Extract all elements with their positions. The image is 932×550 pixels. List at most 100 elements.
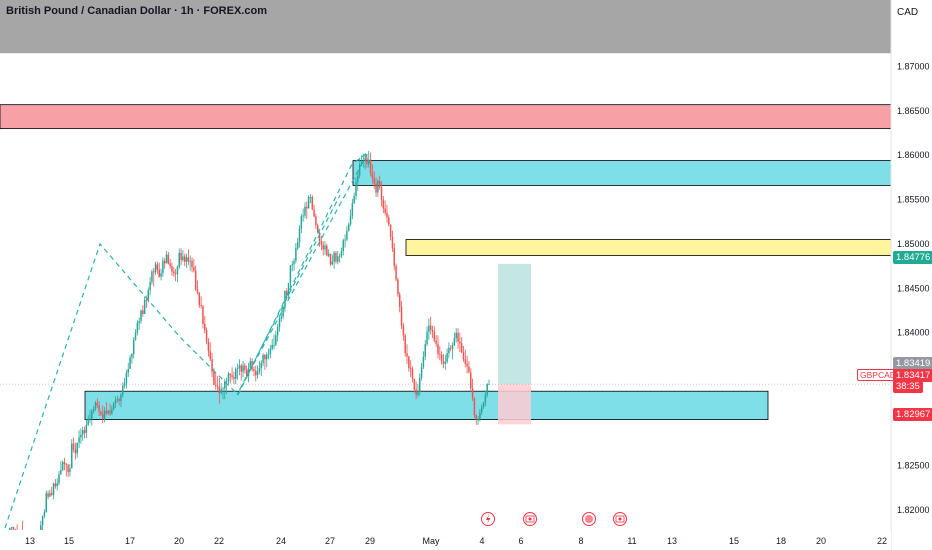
candle-body bbox=[420, 367, 423, 378]
lightning-icon[interactable] bbox=[481, 512, 495, 526]
candle bbox=[327, 249, 330, 258]
yellow-zone bbox=[405, 239, 892, 256]
candle-body bbox=[464, 359, 467, 364]
candle bbox=[89, 409, 91, 424]
supply-zone bbox=[0, 104, 892, 130]
candle-body bbox=[81, 430, 84, 435]
candle-body bbox=[238, 365, 241, 369]
candle-body bbox=[136, 322, 139, 333]
candle-body bbox=[132, 339, 135, 354]
candle-body bbox=[253, 369, 255, 371]
candle bbox=[187, 249, 190, 266]
candle-body bbox=[275, 335, 277, 346]
candle bbox=[320, 235, 323, 251]
candle-body bbox=[264, 354, 266, 360]
flag-leaf bbox=[528, 517, 532, 521]
candle-body bbox=[342, 240, 344, 252]
canada-flag-icon[interactable] bbox=[523, 512, 537, 526]
candle bbox=[298, 225, 301, 248]
candle bbox=[466, 355, 468, 374]
candle bbox=[214, 372, 217, 390]
candle-body bbox=[284, 290, 286, 308]
candle bbox=[40, 520, 42, 531]
candle-body bbox=[85, 424, 88, 433]
candle-body bbox=[180, 252, 182, 260]
candle bbox=[234, 367, 237, 385]
candle bbox=[409, 360, 412, 378]
candle-body bbox=[74, 449, 77, 454]
event-icons[interactable] bbox=[481, 512, 627, 526]
candle bbox=[304, 202, 306, 219]
candle bbox=[211, 353, 213, 378]
candle bbox=[58, 471, 60, 486]
candle bbox=[287, 282, 290, 300]
time-tick-label: 11 bbox=[627, 536, 636, 546]
candle-body bbox=[271, 345, 273, 349]
candle-body bbox=[449, 347, 452, 349]
candle-body bbox=[216, 385, 219, 387]
candle-body bbox=[176, 267, 179, 275]
candle-body bbox=[388, 217, 390, 225]
candle bbox=[375, 177, 377, 197]
candle-body bbox=[415, 389, 417, 395]
candle-body bbox=[335, 252, 337, 262]
candle bbox=[238, 359, 241, 376]
candle bbox=[50, 487, 53, 496]
candle bbox=[225, 377, 228, 394]
candle bbox=[162, 257, 164, 277]
candle bbox=[94, 400, 97, 411]
candle bbox=[49, 489, 51, 497]
candle bbox=[136, 320, 139, 336]
candle-body bbox=[52, 483, 55, 495]
candle bbox=[171, 262, 173, 276]
candle-body bbox=[262, 354, 264, 363]
candle-body bbox=[171, 266, 173, 272]
candle-body bbox=[71, 443, 73, 469]
candle bbox=[426, 326, 428, 346]
candle-body bbox=[368, 159, 370, 165]
time-tick-label: 29 bbox=[365, 536, 375, 546]
zones bbox=[0, 0, 892, 425]
currency-label: CAD bbox=[897, 7, 919, 18]
candle bbox=[127, 362, 129, 378]
candle-body bbox=[193, 267, 195, 271]
canada-flag-icon[interactable] bbox=[613, 512, 627, 526]
candle bbox=[311, 195, 314, 211]
chart-title: British Pound / Canadian Dollar · 1h · F… bbox=[6, 5, 267, 17]
candle bbox=[91, 408, 93, 426]
candle bbox=[309, 194, 312, 204]
candle-body bbox=[459, 341, 461, 344]
candle bbox=[205, 327, 208, 345]
candle bbox=[406, 344, 408, 364]
candle bbox=[329, 253, 332, 267]
candle-body bbox=[338, 256, 341, 258]
time-tick-label: 17 bbox=[125, 536, 135, 546]
candle bbox=[262, 353, 264, 367]
candle bbox=[382, 196, 385, 213]
candle bbox=[256, 365, 259, 379]
candle-body bbox=[151, 271, 153, 283]
candle-body bbox=[362, 161, 365, 163]
candle-body bbox=[167, 254, 170, 264]
candle bbox=[260, 360, 263, 377]
candle bbox=[340, 247, 343, 259]
candle-body bbox=[94, 402, 97, 409]
candle bbox=[193, 259, 195, 273]
stop-price-tag: 1.82967 bbox=[893, 408, 932, 421]
candle-body bbox=[484, 394, 487, 403]
candle bbox=[85, 419, 88, 439]
candle bbox=[398, 291, 401, 313]
candle bbox=[408, 355, 410, 372]
candle bbox=[153, 267, 155, 287]
candle-body bbox=[41, 516, 44, 526]
candle-body bbox=[49, 493, 51, 497]
candle-body bbox=[107, 410, 109, 414]
uk-flag-icon[interactable] bbox=[582, 512, 596, 526]
candle-body bbox=[229, 373, 232, 376]
candle bbox=[204, 315, 206, 334]
candle-body bbox=[267, 353, 270, 355]
candle bbox=[103, 407, 106, 423]
candle bbox=[96, 398, 99, 409]
candle-body bbox=[173, 271, 175, 274]
